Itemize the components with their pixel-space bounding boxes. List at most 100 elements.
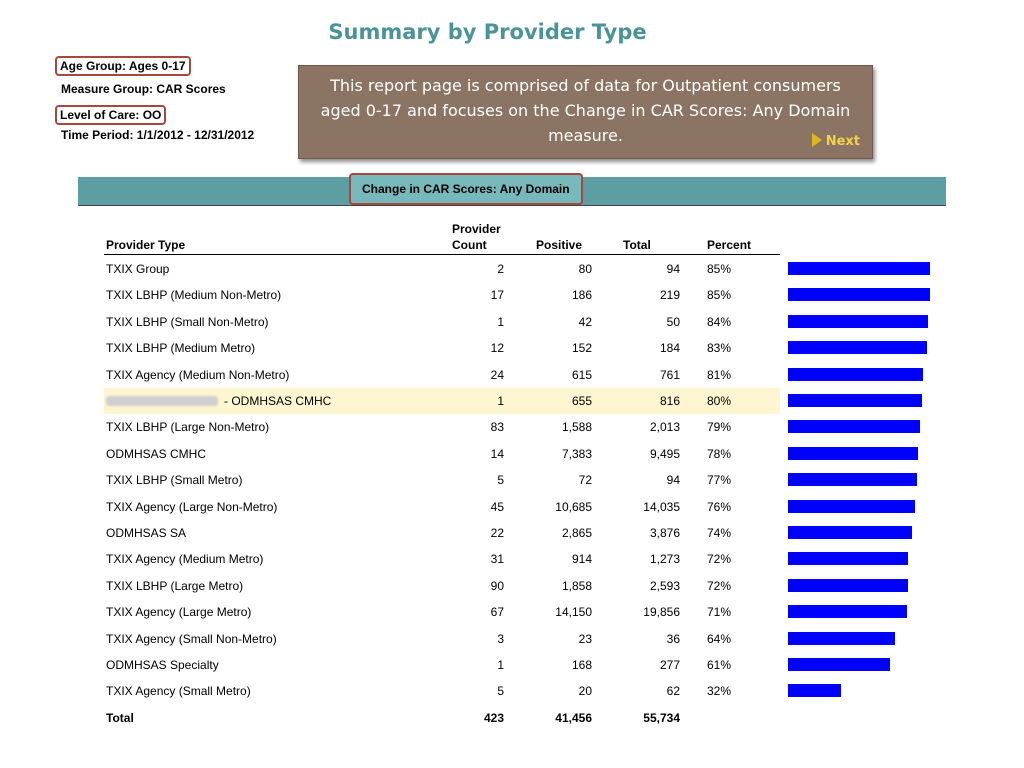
provider-count-cell: 22 xyxy=(490,526,504,540)
provider-count-cell: 31 xyxy=(490,552,504,567)
next-label: Next xyxy=(825,134,860,149)
positive-cell: 23 xyxy=(578,631,592,646)
total-positive: 41,456 xyxy=(555,711,592,725)
total-cell: 277 xyxy=(659,658,680,672)
filter-time-period: Time Period: 1/1/2012 - 12/31/2012 xyxy=(61,128,255,142)
header-divider xyxy=(104,254,780,255)
percent-cell: 61% xyxy=(707,658,732,672)
table-row: - ODMHSAS CMHC 1 655 816 80% xyxy=(104,388,780,414)
percent-cell: 85% xyxy=(707,288,732,303)
provider-type-cell: TXIX LBHP (Small Metro) xyxy=(106,473,243,488)
provider-count-cell: 5 xyxy=(497,473,504,488)
percent-bar xyxy=(788,341,927,355)
provider-type-cell: TXIX Agency (Medium Non-Metro) xyxy=(106,367,290,382)
table-row: TXIX Agency (Medium Non-Metro) 24 615 761 81… xyxy=(104,362,780,388)
provider-type-cell: TXIX Group xyxy=(106,262,170,276)
provider-type-cell: TXIX LBHP (Large Metro) xyxy=(106,578,244,593)
percent-bar xyxy=(788,578,908,592)
total-cell: 3,876 xyxy=(649,526,680,540)
percent-cell: 74% xyxy=(707,526,732,540)
total-cell: 94 xyxy=(666,262,680,276)
positive-cell: 2,865 xyxy=(561,526,592,540)
filter-measure-group: Measure Group: CAR Scores xyxy=(61,82,226,96)
percent-bar xyxy=(788,526,912,539)
filter-level-of-care: Level of Care: OO xyxy=(55,105,167,125)
table-row: TXIX LBHP (Medium Metro) 12 152 184 83% xyxy=(104,335,780,361)
callout-text: This report page is comprised of data fo… xyxy=(320,76,851,145)
provider-type-cell: ODMHSAS SA xyxy=(106,526,187,540)
percent-bar xyxy=(788,631,895,645)
col-provider-type: Provider Type xyxy=(106,238,186,252)
percent-cell: 72% xyxy=(707,578,732,593)
percent-bar xyxy=(788,446,918,460)
total-cell: 19,856 xyxy=(643,605,680,620)
col-percent: Percent xyxy=(707,238,752,252)
table-row: ODMHSAS CMHC 14 7,383 9,495 78% xyxy=(104,441,780,467)
provider-count-cell: 5 xyxy=(497,684,504,699)
percent-cell: 85% xyxy=(707,262,732,276)
table-row: ODMHSAS Specialty 1 168 277 61% xyxy=(104,652,780,678)
col-positive: Positive xyxy=(536,238,583,252)
positive-cell: 1,588 xyxy=(561,420,592,435)
provider-type-cell: ODMHSAS CMHC xyxy=(106,446,207,461)
percent-cell: 80% xyxy=(707,394,732,408)
percent-bar xyxy=(788,552,908,566)
total-count: 423 xyxy=(483,711,504,725)
positive-cell: 186 xyxy=(571,288,592,303)
percent-bar xyxy=(788,605,907,619)
provider-count-cell: 14 xyxy=(490,446,504,461)
provider-count-cell: 1 xyxy=(497,394,504,408)
total-cell: 1,273 xyxy=(649,552,680,567)
positive-cell: 20 xyxy=(578,684,592,699)
positive-cell: 655 xyxy=(571,394,592,408)
percent-bar xyxy=(788,658,890,671)
provider-count-cell: 1 xyxy=(497,658,504,672)
provider-type-cell: TXIX Agency (Large Metro) xyxy=(106,605,252,620)
col-provider-count-line1: Provider xyxy=(452,222,501,236)
percent-cell: 76% xyxy=(707,499,732,514)
percent-bar xyxy=(788,262,930,275)
table-row: TXIX Agency (Small Metro) 5 20 62 32% xyxy=(104,678,780,704)
total-cell: 62 xyxy=(666,684,680,699)
positive-cell: 72 xyxy=(578,473,592,488)
table-row: ODMHSAS SA 22 2,865 3,876 74% xyxy=(104,520,780,546)
total-cell: 36 xyxy=(666,631,680,646)
table-row: TXIX LBHP (Large Non-Metro) 83 1,588 2,013 7… xyxy=(104,414,780,440)
provider-count-cell: 1 xyxy=(497,314,504,329)
positive-cell: 42 xyxy=(578,314,592,329)
positive-cell: 14,150 xyxy=(555,605,592,620)
table-row: TXIX Agency (Small Non-Metro) 3 23 36 64% xyxy=(104,626,780,652)
provider-count-cell: 17 xyxy=(490,288,504,303)
provider-count-cell: 2 xyxy=(497,262,504,276)
total-cell: 2,593 xyxy=(649,578,680,593)
table-row: TXIX Group 2 80 94 85% xyxy=(104,256,780,282)
provider-type-cell: TXIX Agency (Small Metro) xyxy=(106,684,251,699)
provider-count-cell: 90 xyxy=(490,578,504,593)
percent-bar xyxy=(788,499,915,513)
total-cell: 816 xyxy=(659,394,680,408)
measure-label: Change in CAR Scores: Any Domain xyxy=(349,173,583,205)
percent-bar xyxy=(788,394,922,407)
provider-type-cell: TXIX LBHP (Small Non-Metro) xyxy=(106,314,269,329)
percent-bar xyxy=(788,473,917,487)
percent-bar xyxy=(788,288,930,302)
total-cell: 761 xyxy=(659,367,680,382)
total-cell: 219 xyxy=(659,288,680,303)
percent-bar xyxy=(788,684,841,698)
percent-bar xyxy=(788,367,923,381)
table-row: TXIX Agency (Medium Metro) 31 914 1,273 72% xyxy=(104,546,780,572)
provider-type-cell: ODMHSAS Specialty xyxy=(106,658,219,672)
positive-cell: 168 xyxy=(571,658,592,672)
percent-cell: 78% xyxy=(707,446,732,461)
provider-type-text: - ODMHSAS CMHC xyxy=(224,394,332,408)
percent-bar xyxy=(788,314,928,328)
measure-band: Change in CAR Scores: Any Domain xyxy=(78,173,946,206)
table-row: TXIX LBHP (Large Metro) 90 1,858 2,593 72% xyxy=(104,573,780,599)
provider-type-cell: TXIX LBHP (Medium Non-Metro) xyxy=(106,288,282,303)
next-button[interactable]: Next xyxy=(811,129,860,154)
total-cell: 2,013 xyxy=(649,420,680,435)
total-cell: 184 xyxy=(659,341,680,356)
percent-cell: 81% xyxy=(707,367,732,382)
total-cell: 9,495 xyxy=(649,446,680,461)
provider-count-cell: 67 xyxy=(490,605,504,620)
